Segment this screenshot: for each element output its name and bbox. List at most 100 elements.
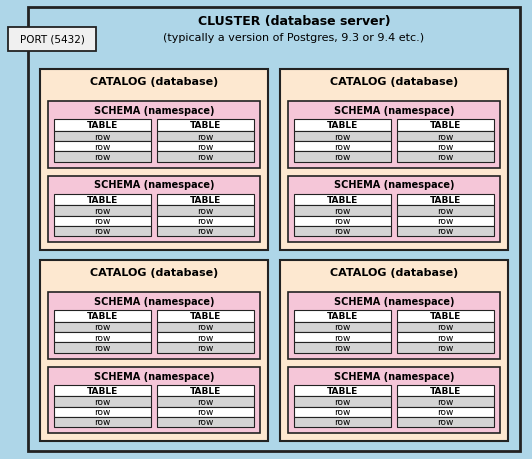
Text: TABLE: TABLE — [430, 386, 461, 395]
Bar — [397, 417, 494, 427]
Text: row: row — [437, 207, 454, 216]
Text: row: row — [197, 397, 214, 406]
Text: row: row — [334, 407, 351, 416]
Text: row: row — [437, 407, 454, 416]
Bar — [157, 310, 254, 322]
Bar — [397, 332, 494, 342]
Text: CATALOG (database): CATALOG (database) — [90, 268, 218, 277]
Text: PORT (5432): PORT (5432) — [20, 35, 85, 45]
Text: TABLE: TABLE — [190, 312, 221, 321]
Bar — [157, 332, 254, 342]
Bar — [397, 194, 494, 206]
Text: row: row — [197, 132, 214, 141]
Bar — [294, 322, 391, 332]
Text: row: row — [94, 397, 111, 406]
Bar — [157, 216, 254, 226]
Bar — [288, 292, 500, 359]
Text: TABLE: TABLE — [430, 121, 461, 130]
Text: row: row — [437, 227, 454, 236]
Bar — [397, 120, 494, 132]
Bar — [397, 407, 494, 417]
Bar — [397, 322, 494, 332]
Bar — [397, 142, 494, 152]
Text: TABLE: TABLE — [87, 121, 118, 130]
Bar — [157, 385, 254, 397]
Bar — [294, 132, 391, 142]
Text: row: row — [94, 217, 111, 226]
Text: row: row — [197, 333, 214, 342]
Text: SCHEMA (namespace): SCHEMA (namespace) — [94, 371, 214, 381]
Text: row: row — [334, 333, 351, 342]
Text: SCHEMA (namespace): SCHEMA (namespace) — [334, 180, 454, 190]
Text: row: row — [94, 132, 111, 141]
Bar — [294, 310, 391, 322]
Text: TABLE: TABLE — [190, 386, 221, 395]
Bar — [157, 152, 254, 162]
Text: row: row — [437, 152, 454, 162]
Text: SCHEMA (namespace): SCHEMA (namespace) — [94, 180, 214, 190]
Text: SCHEMA (namespace): SCHEMA (namespace) — [94, 106, 214, 116]
Text: row: row — [437, 142, 454, 151]
Text: row: row — [334, 343, 351, 352]
Text: TABLE: TABLE — [327, 121, 358, 130]
Text: row: row — [437, 323, 454, 332]
Text: TABLE: TABLE — [430, 312, 461, 321]
Text: row: row — [437, 217, 454, 226]
Bar — [294, 417, 391, 427]
Text: SCHEMA (namespace): SCHEMA (namespace) — [94, 297, 214, 306]
Text: SCHEMA (namespace): SCHEMA (namespace) — [334, 106, 454, 116]
Bar — [54, 194, 151, 206]
Bar — [157, 132, 254, 142]
Text: row: row — [437, 333, 454, 342]
Bar — [157, 417, 254, 427]
Bar — [54, 407, 151, 417]
Bar — [397, 226, 494, 236]
Text: CATALOG (database): CATALOG (database) — [330, 77, 458, 87]
Bar — [397, 397, 494, 407]
Text: row: row — [437, 132, 454, 141]
Bar — [157, 206, 254, 216]
Text: row: row — [197, 142, 214, 151]
Bar — [397, 152, 494, 162]
Text: TABLE: TABLE — [327, 196, 358, 205]
Text: TABLE: TABLE — [327, 312, 358, 321]
Bar — [54, 206, 151, 216]
Text: SCHEMA (namespace): SCHEMA (namespace) — [334, 297, 454, 306]
Text: row: row — [334, 227, 351, 236]
Bar — [288, 102, 500, 168]
Bar — [54, 322, 151, 332]
Bar — [54, 226, 151, 236]
Text: (typically a version of Postgres, 9.3 or 9.4 etc.): (typically a version of Postgres, 9.3 or… — [163, 33, 425, 43]
Text: row: row — [437, 418, 454, 426]
Bar — [54, 310, 151, 322]
Bar — [294, 120, 391, 132]
Text: TABLE: TABLE — [87, 196, 118, 205]
Text: row: row — [94, 343, 111, 352]
Text: TABLE: TABLE — [430, 196, 461, 205]
Bar — [54, 332, 151, 342]
Bar — [40, 260, 268, 441]
Text: row: row — [94, 207, 111, 216]
Bar — [288, 176, 500, 242]
Text: row: row — [197, 217, 214, 226]
Text: row: row — [94, 323, 111, 332]
Text: row: row — [94, 333, 111, 342]
Text: row: row — [197, 323, 214, 332]
Text: row: row — [334, 397, 351, 406]
Text: TABLE: TABLE — [190, 121, 221, 130]
Bar — [157, 142, 254, 152]
Text: TABLE: TABLE — [87, 312, 118, 321]
Bar — [397, 132, 494, 142]
Bar — [397, 310, 494, 322]
Text: row: row — [334, 132, 351, 141]
Bar — [294, 194, 391, 206]
Text: SCHEMA (namespace): SCHEMA (namespace) — [334, 371, 454, 381]
Text: row: row — [94, 142, 111, 151]
Bar — [48, 292, 260, 359]
Bar — [397, 385, 494, 397]
Bar — [48, 102, 260, 168]
Bar — [157, 342, 254, 353]
Text: CLUSTER (database server): CLUSTER (database server) — [198, 16, 390, 28]
Text: row: row — [334, 207, 351, 216]
Text: row: row — [197, 343, 214, 352]
